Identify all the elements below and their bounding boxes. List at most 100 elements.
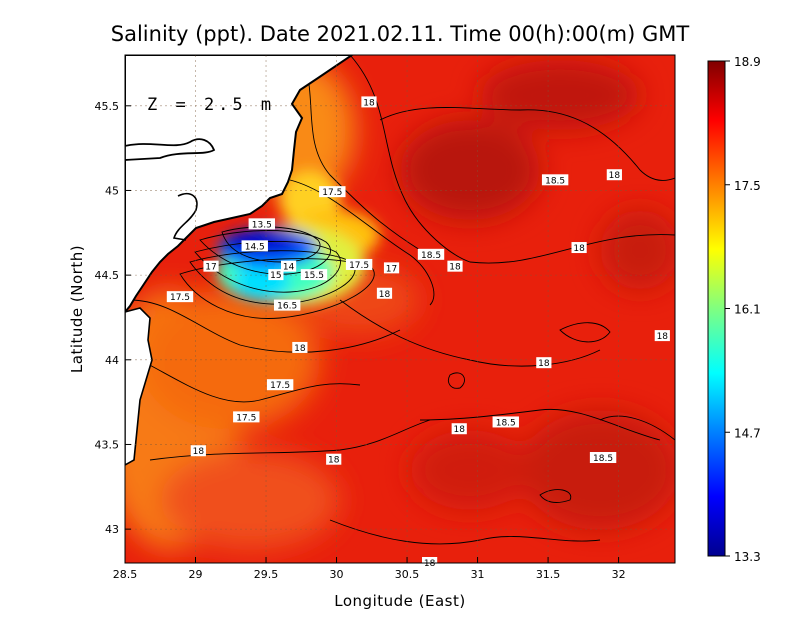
map-title: Salinity (ppt). Date 2021.02.11. Time 00… bbox=[111, 22, 690, 46]
contour-label-bg bbox=[241, 240, 268, 252]
contour-label-bg bbox=[654, 330, 670, 342]
contour-label-text: 18.5 bbox=[421, 251, 441, 261]
contour-label: 18 bbox=[447, 260, 463, 273]
contour-label-text: 18.5 bbox=[593, 454, 613, 464]
contour-label: 13.5 bbox=[248, 218, 275, 230]
coastline-lower bbox=[125, 307, 153, 466]
contour-label-bg bbox=[606, 169, 622, 181]
contour-label: 17.5 bbox=[319, 186, 346, 198]
x-axis-label: Longitude (East) bbox=[334, 592, 465, 610]
contour-label-text: 18 bbox=[449, 263, 461, 273]
contour-label-bg bbox=[319, 186, 346, 198]
contour-label-bg bbox=[376, 287, 393, 299]
contour-label: 18.5 bbox=[417, 248, 445, 261]
contour-label-text: 17 bbox=[386, 264, 397, 274]
contour-label-bg bbox=[273, 299, 301, 311]
contour-label-text: 15.5 bbox=[304, 271, 324, 281]
contour-label-text: 18 bbox=[379, 290, 391, 300]
land-area bbox=[125, 55, 354, 466]
contour-label: 17.5 bbox=[166, 291, 194, 303]
contour-label-text: 14.5 bbox=[245, 242, 265, 252]
colorbar: 18.9 17.5 16.1 14.7 13.3 bbox=[707, 55, 761, 564]
contour-label: 18 bbox=[606, 169, 622, 181]
contour-label-bg bbox=[268, 269, 284, 281]
contour-label: 14.5 bbox=[241, 240, 268, 252]
colorbar-tick-label: 17.5 bbox=[734, 179, 761, 193]
contour-label: 18 bbox=[654, 330, 670, 342]
contour-label: 18 bbox=[292, 341, 308, 354]
x-tick-label: 31 bbox=[471, 568, 485, 581]
y-tick-label: 43 bbox=[105, 523, 119, 536]
contour-label-text: 14 bbox=[283, 263, 295, 273]
depth-label: Z = 2.5 m bbox=[147, 95, 275, 115]
contour-label-text: 17.5 bbox=[236, 413, 256, 423]
contour-label-text: 18 bbox=[424, 559, 436, 569]
contour-label: 18 bbox=[361, 96, 377, 108]
contour-label-bg bbox=[345, 258, 373, 270]
contour-label-text: 18 bbox=[363, 98, 375, 108]
contour-label-bg bbox=[248, 218, 275, 230]
colorbar-gradient bbox=[707, 60, 726, 557]
contour-label: 18 bbox=[190, 445, 206, 457]
contour-label-text: 17.5 bbox=[270, 381, 290, 391]
contour-label-text: 17.5 bbox=[349, 261, 369, 271]
contour-label-text: 18 bbox=[328, 456, 340, 466]
colorbar-tick-label: 18.9 bbox=[734, 55, 761, 69]
colorbar-tick-label: 13.3 bbox=[734, 550, 761, 564]
plot-frame bbox=[124, 54, 676, 564]
x-tick-label: 29 bbox=[189, 568, 203, 581]
contour-label-text: 18 bbox=[657, 332, 669, 342]
contour-label-bg bbox=[233, 411, 260, 423]
contour-label: 17.5 bbox=[345, 258, 373, 271]
contour-label: 17 bbox=[383, 262, 400, 274]
contour-label-text: 18 bbox=[573, 244, 585, 254]
contour-label-bg bbox=[417, 248, 445, 260]
contour-label: 18 bbox=[571, 242, 587, 254]
contour-label-bg bbox=[203, 260, 219, 272]
contour-label-bg bbox=[166, 291, 194, 303]
contour-label-bg bbox=[292, 341, 308, 353]
contour-label-bg bbox=[361, 96, 377, 108]
contour-label: 14 bbox=[280, 260, 297, 273]
x-tick-label: 30 bbox=[330, 568, 344, 581]
contour-label-text: 15 bbox=[270, 271, 281, 281]
contour-label-text: 18 bbox=[609, 171, 621, 181]
x-axis-ticks: 28.5 29 29.5 30 30.5 31 31.5 32 bbox=[113, 557, 626, 581]
contour-label: 17 bbox=[203, 260, 219, 273]
contour-label-text: 16.5 bbox=[277, 302, 297, 312]
contour-label-text: 17.5 bbox=[322, 188, 342, 198]
contour-label-bg bbox=[447, 260, 463, 272]
contour-label: 16.5 bbox=[273, 299, 301, 312]
contour-label: 18.5 bbox=[589, 452, 617, 464]
contour-label-bg bbox=[571, 242, 587, 254]
contour-label-bg bbox=[536, 357, 552, 369]
contour-label-bg bbox=[326, 453, 342, 465]
y-axis-ticks: 43 43.5 44 44.5 45 45.5 bbox=[95, 100, 131, 536]
contour-label: 18.5 bbox=[492, 416, 519, 428]
contour-label-bg bbox=[280, 260, 297, 272]
y-tick-label: 43.5 bbox=[95, 438, 120, 451]
contour-label-text: 18.5 bbox=[496, 418, 516, 428]
y-tick-label: 45.5 bbox=[95, 100, 120, 113]
y-axis-label: Latitude (North) bbox=[68, 245, 86, 373]
contour-label-text: 18 bbox=[193, 447, 205, 457]
contour-label-bg bbox=[589, 452, 617, 464]
colorbar-tick-label: 16.1 bbox=[734, 303, 761, 317]
contour-label: 18 bbox=[536, 357, 552, 369]
contour-label: 17.5 bbox=[266, 379, 294, 391]
contour-label-bg bbox=[300, 269, 328, 281]
colorbar-ticks: 18.9 17.5 16.1 14.7 13.3 bbox=[725, 55, 761, 564]
contour-label-text: 18 bbox=[538, 359, 550, 369]
contour-label-bg bbox=[266, 379, 294, 391]
y-tick-label: 44.5 bbox=[95, 269, 120, 282]
contour-label: 15 bbox=[268, 269, 284, 281]
x-tick-label: 30.5 bbox=[395, 568, 420, 581]
contour-label-text: 13.5 bbox=[252, 220, 272, 230]
contour-label-bg bbox=[541, 174, 569, 186]
contour-label-bg bbox=[190, 445, 206, 457]
colorbar-tick-label: 14.7 bbox=[734, 426, 761, 440]
contour-label: 15.5 bbox=[300, 269, 328, 281]
contour-label-bg bbox=[383, 262, 400, 274]
